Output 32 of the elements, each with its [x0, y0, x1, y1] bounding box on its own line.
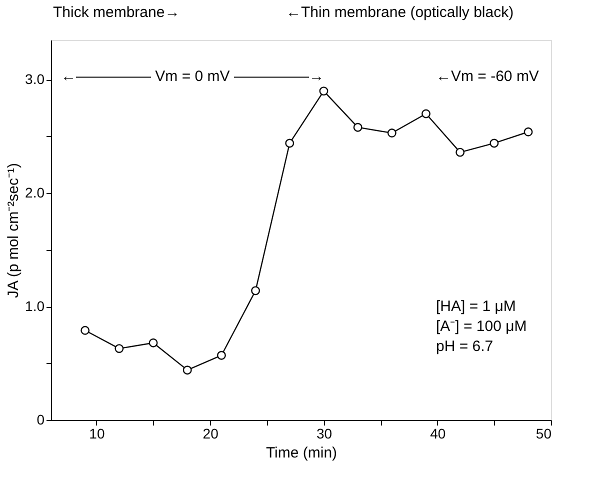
x-axis-title: Time (min)	[266, 444, 338, 462]
point	[80, 326, 90, 335]
point	[490, 138, 499, 148]
point	[182, 366, 192, 375]
point	[456, 148, 465, 157]
point	[114, 344, 124, 354]
y-tick-label: 0	[36, 412, 45, 428]
point	[251, 286, 260, 296]
y-axis-title: JA (p mol cm⁻²sec⁻¹)	[5, 162, 22, 298]
annotation: ←————— Vm = 0 mV —————→	[61, 68, 324, 86]
annotation: ←Vm = -60 mV	[436, 68, 539, 86]
y-tick-label: 1.0	[25, 298, 45, 314]
annotation: pH = 6.7	[436, 338, 494, 355]
text: ←Thin membrane (optically black)	[286, 4, 514, 21]
point	[319, 86, 328, 96]
point	[285, 138, 294, 148]
annotation: [HA] = 1 μM	[436, 298, 516, 315]
point	[422, 109, 430, 118]
text: Thick membrane→	[53, 4, 180, 21]
point	[524, 127, 533, 136]
point	[387, 128, 396, 138]
point	[353, 122, 362, 132]
y-tick-label: 2.0	[25, 184, 45, 201]
x-tick-label: 30	[316, 426, 332, 442]
x-tick-label: 50	[536, 426, 552, 442]
point	[216, 350, 226, 360]
point	[148, 338, 158, 348]
x-tick-label: 20	[202, 426, 219, 442]
annotation: [A⁻] = 100 μM	[436, 318, 527, 335]
y-tick-label: 3.0	[25, 71, 45, 88]
x-tick-label: 40	[430, 426, 446, 442]
x-tick-label: 10	[89, 426, 105, 442]
